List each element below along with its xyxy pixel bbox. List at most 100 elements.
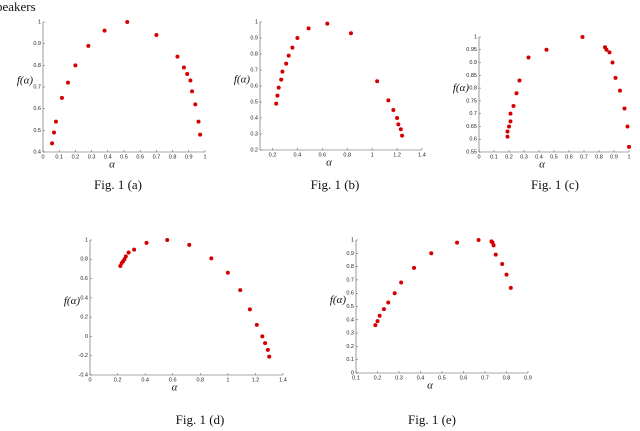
x-tick-label: 0.3 [520, 154, 528, 160]
y-tick-label: 0.6 [469, 137, 477, 143]
x-tick-label: 1.4 [418, 152, 426, 158]
y-tick-label: -0.2 [79, 353, 88, 359]
y-tick-label: 0.65 [466, 124, 477, 130]
x-tick-label: 0.1 [490, 154, 498, 160]
data-point [375, 319, 380, 324]
data-point [375, 79, 380, 84]
y-tick-label: 0.7 [250, 67, 258, 73]
x-tick-label: 0.2 [269, 152, 277, 158]
x-tick-label: 0.4 [141, 377, 149, 383]
data-point [325, 21, 330, 26]
data-point [505, 134, 510, 139]
data-point [493, 252, 498, 257]
data-point [398, 127, 403, 132]
data-point [198, 132, 203, 137]
y-tick-label: 0.9 [33, 41, 41, 47]
x-tick-label: 0.1 [55, 154, 63, 160]
y-tick-label: 0.8 [469, 86, 477, 92]
x-axis-label: α [326, 157, 332, 169]
data-point [348, 31, 353, 36]
y-tick-label: 0.9 [250, 35, 258, 41]
x-tick-label: 0.2 [72, 154, 80, 160]
x-tick-label: 0.6 [565, 154, 573, 160]
y-axis-label: f(α) [453, 82, 469, 94]
y-tick-label: 1 [351, 237, 354, 243]
y-tick-label: 0.7 [469, 111, 477, 117]
data-point [265, 347, 270, 352]
caption: Fig. 1 (a) [94, 177, 142, 192]
x-tick-label: 0.6 [169, 377, 177, 383]
x-axis-label: α [109, 159, 115, 171]
data-point [187, 242, 192, 247]
x-tick-label: 1.2 [252, 377, 260, 383]
y-tick-label: 0.5 [250, 99, 258, 105]
data-point [507, 124, 511, 129]
x-tick-label: 0.4 [104, 154, 112, 160]
x-tick-label: 0.2 [374, 375, 382, 381]
data-point [59, 95, 64, 100]
y-tick-label: 0.6 [80, 276, 88, 282]
data-point [625, 124, 630, 129]
x-tick-label: 0 [41, 154, 44, 160]
x-tick-label: 1 [203, 154, 206, 160]
y-tick-label: 0.6 [346, 291, 354, 297]
x-tick-label: 0.7 [580, 154, 588, 160]
data-point [267, 354, 272, 359]
x-tick-label: 0.9 [524, 375, 532, 381]
data-point [613, 75, 618, 80]
data-point [225, 270, 230, 275]
data-point [377, 313, 382, 318]
x-tick-label: 0.6 [136, 154, 144, 160]
data-point [412, 265, 417, 270]
y-tick-label: 0.7 [33, 84, 41, 90]
data-point [185, 72, 190, 76]
y-tick-label: 0.8 [250, 51, 258, 57]
x-tick-label: 0.3 [395, 375, 403, 381]
x-tick-label: 0.9 [185, 154, 193, 160]
data-point [618, 88, 622, 93]
x-tick-label: 0.2 [114, 377, 122, 383]
x-axis-label: α [539, 159, 545, 171]
data-point [508, 111, 513, 116]
data-point [386, 300, 391, 305]
x-tick-label: 0 [477, 154, 480, 160]
y-tick-label: 0.55 [466, 149, 477, 155]
data-point [193, 102, 198, 107]
data-point [125, 20, 130, 24]
x-tick-label: 0.4 [417, 375, 425, 381]
x-tick-label: 0.8 [169, 154, 177, 160]
data-point [280, 69, 285, 74]
data-point [181, 65, 186, 70]
y-tick-label: 1 [474, 34, 477, 40]
data-point [400, 133, 405, 138]
data-point [263, 341, 268, 346]
y-tick-label: -0.4 [79, 372, 88, 378]
data-point [544, 47, 549, 52]
y-tick-label: 0.4 [80, 295, 88, 301]
data-point [144, 240, 149, 245]
data-point [275, 93, 280, 98]
data-point [386, 98, 391, 103]
y-tick-label: 0.8 [346, 264, 354, 270]
y-tick-label: 0.5 [346, 304, 354, 310]
data-point [132, 247, 137, 252]
y-tick-label: 1 [85, 237, 88, 243]
y-axis-label: f(α) [64, 295, 80, 307]
x-tick-label: 0.8 [343, 152, 351, 158]
data-point [607, 50, 612, 55]
x-tick-label: 1 [627, 154, 630, 160]
x-axis-label: α [172, 382, 178, 394]
data-point [196, 119, 201, 124]
x-tick-label: 1 [226, 377, 229, 383]
header-text: beakers [0, 0, 36, 14]
data-point [102, 28, 107, 33]
data-point [175, 54, 180, 59]
y-tick-label: 0.6 [33, 106, 41, 112]
y-tick-label: 1 [38, 19, 41, 25]
x-tick-label: 0.7 [153, 154, 161, 160]
data-point [491, 243, 496, 248]
data-point [73, 63, 78, 68]
y-tick-label: 0.2 [346, 344, 354, 350]
data-point [381, 307, 386, 312]
